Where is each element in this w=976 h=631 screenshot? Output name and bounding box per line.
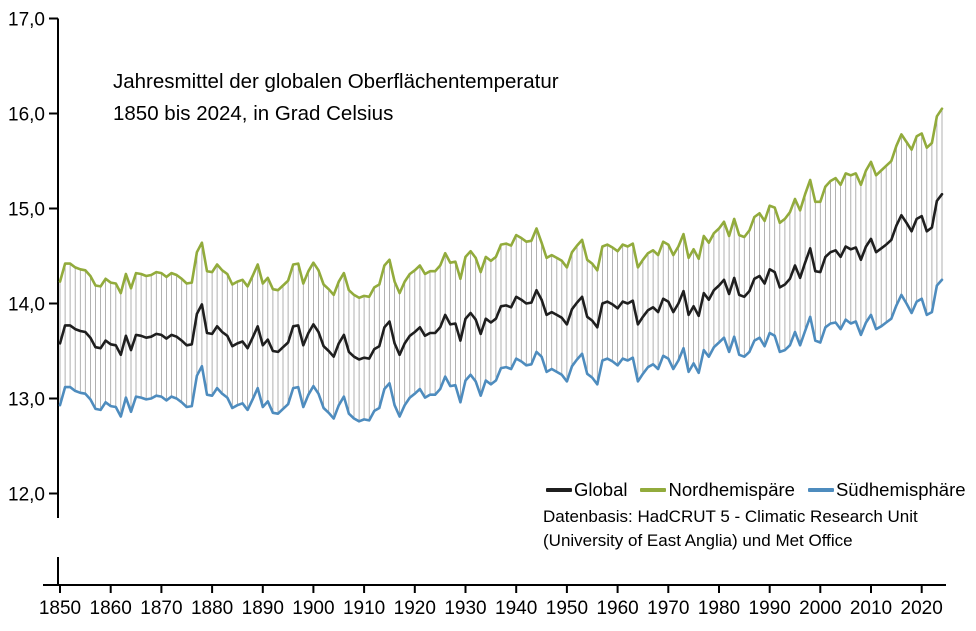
chart-legend: Global Nordhemispäre Südhemisphäre [546, 479, 966, 501]
x-tick-label: 1870 [140, 598, 182, 619]
x-tick-label: 1960 [596, 598, 638, 619]
x-tick-label: 1950 [546, 598, 588, 619]
x-tick-label: 1910 [343, 598, 385, 619]
legend-swatch-global-line-icon [546, 488, 572, 492]
y-tick-label: 13,0 [8, 390, 45, 411]
x-tick-label: 1900 [292, 598, 334, 619]
legend-swatch-nordhemisphaere-line-icon [640, 488, 667, 492]
chart-title: Jahresmittel der globalen Oberflächentem… [113, 66, 559, 130]
x-tick-label: 1920 [394, 598, 436, 619]
x-tick-label: 2020 [901, 598, 943, 619]
x-tick-label: 2010 [850, 598, 892, 619]
x-tick-label: 1850 [39, 598, 81, 619]
data-source-line1: Datenbasis: HadCRUT 5 - Climatic Researc… [543, 507, 918, 526]
x-tick-label: 2000 [799, 598, 841, 619]
series-line-nordhemisphaere [58, 107, 944, 300]
x-tick-label: 1880 [191, 598, 233, 619]
y-tick-label: 12,0 [8, 485, 45, 506]
y-tick-label: 17,0 [8, 10, 45, 31]
x-tick-label: 1930 [444, 598, 486, 619]
series-line-global [58, 192, 944, 361]
legend-label-nordhemisphaere: Nordhemispäre [668, 479, 795, 500]
legend-swatch-suedhemisphaere-line-icon [807, 488, 834, 492]
y-tick-label: 14,0 [8, 295, 45, 316]
legend-item-global: Global [546, 479, 627, 501]
legend-label-suedhemisphaere: Südhemisphäre [835, 479, 966, 500]
x-tick-label: 1940 [495, 598, 537, 619]
data-source-note: Datenbasis: HadCRUT 5 - Climatic Researc… [543, 505, 918, 553]
x-tick-label: 1990 [749, 598, 791, 619]
x-tick-label: 1980 [698, 598, 740, 619]
data-source-line2: (University of East Anglia) und Met Offi… [543, 531, 853, 550]
y-tick-label: 15,0 [8, 200, 45, 221]
chart-title-line1: Jahresmittel der globalen Oberflächentem… [113, 70, 559, 93]
legend-item-nordhemisphaere: Nordhemispäre [640, 479, 795, 501]
chart-title-line2: 1850 bis 2024, in Grad Celsius [113, 102, 394, 125]
y-tick-label: 16,0 [8, 105, 45, 126]
x-tick-label: 1860 [90, 598, 132, 619]
legend-label-global: Global [574, 479, 628, 500]
x-tick-label: 1890 [242, 598, 284, 619]
x-tick-label: 1970 [647, 598, 689, 619]
series-line-suedhemisphaere [58, 278, 944, 423]
legend-item-suedhemisphaere: Südhemisphäre [807, 479, 966, 501]
